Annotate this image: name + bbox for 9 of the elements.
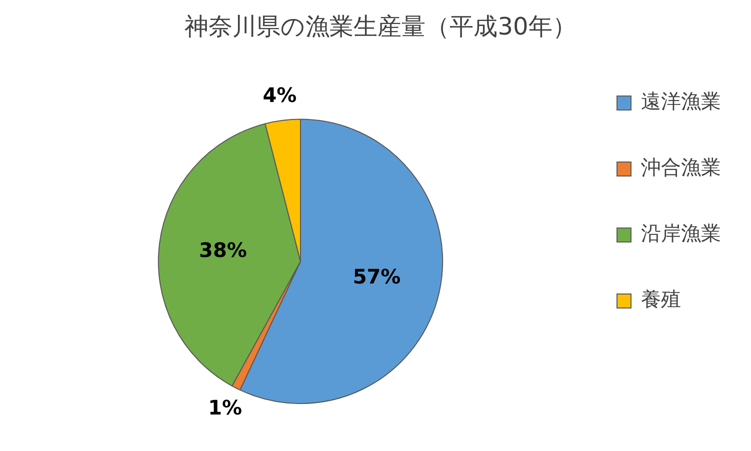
chart-title: 神奈川県の漁業生産量（平成30年） xyxy=(184,12,576,41)
data-label: 38% xyxy=(199,238,247,262)
data-label: 4% xyxy=(262,82,297,107)
legend-label: 養殖 xyxy=(641,287,681,312)
data-label: 1% xyxy=(208,396,242,420)
legend-label: 遠洋漁業 xyxy=(641,89,721,114)
legend-label: 沖合漁業 xyxy=(641,155,721,180)
legend-label: 沿岸漁業 xyxy=(641,221,721,246)
data-label: 57% xyxy=(352,264,401,289)
